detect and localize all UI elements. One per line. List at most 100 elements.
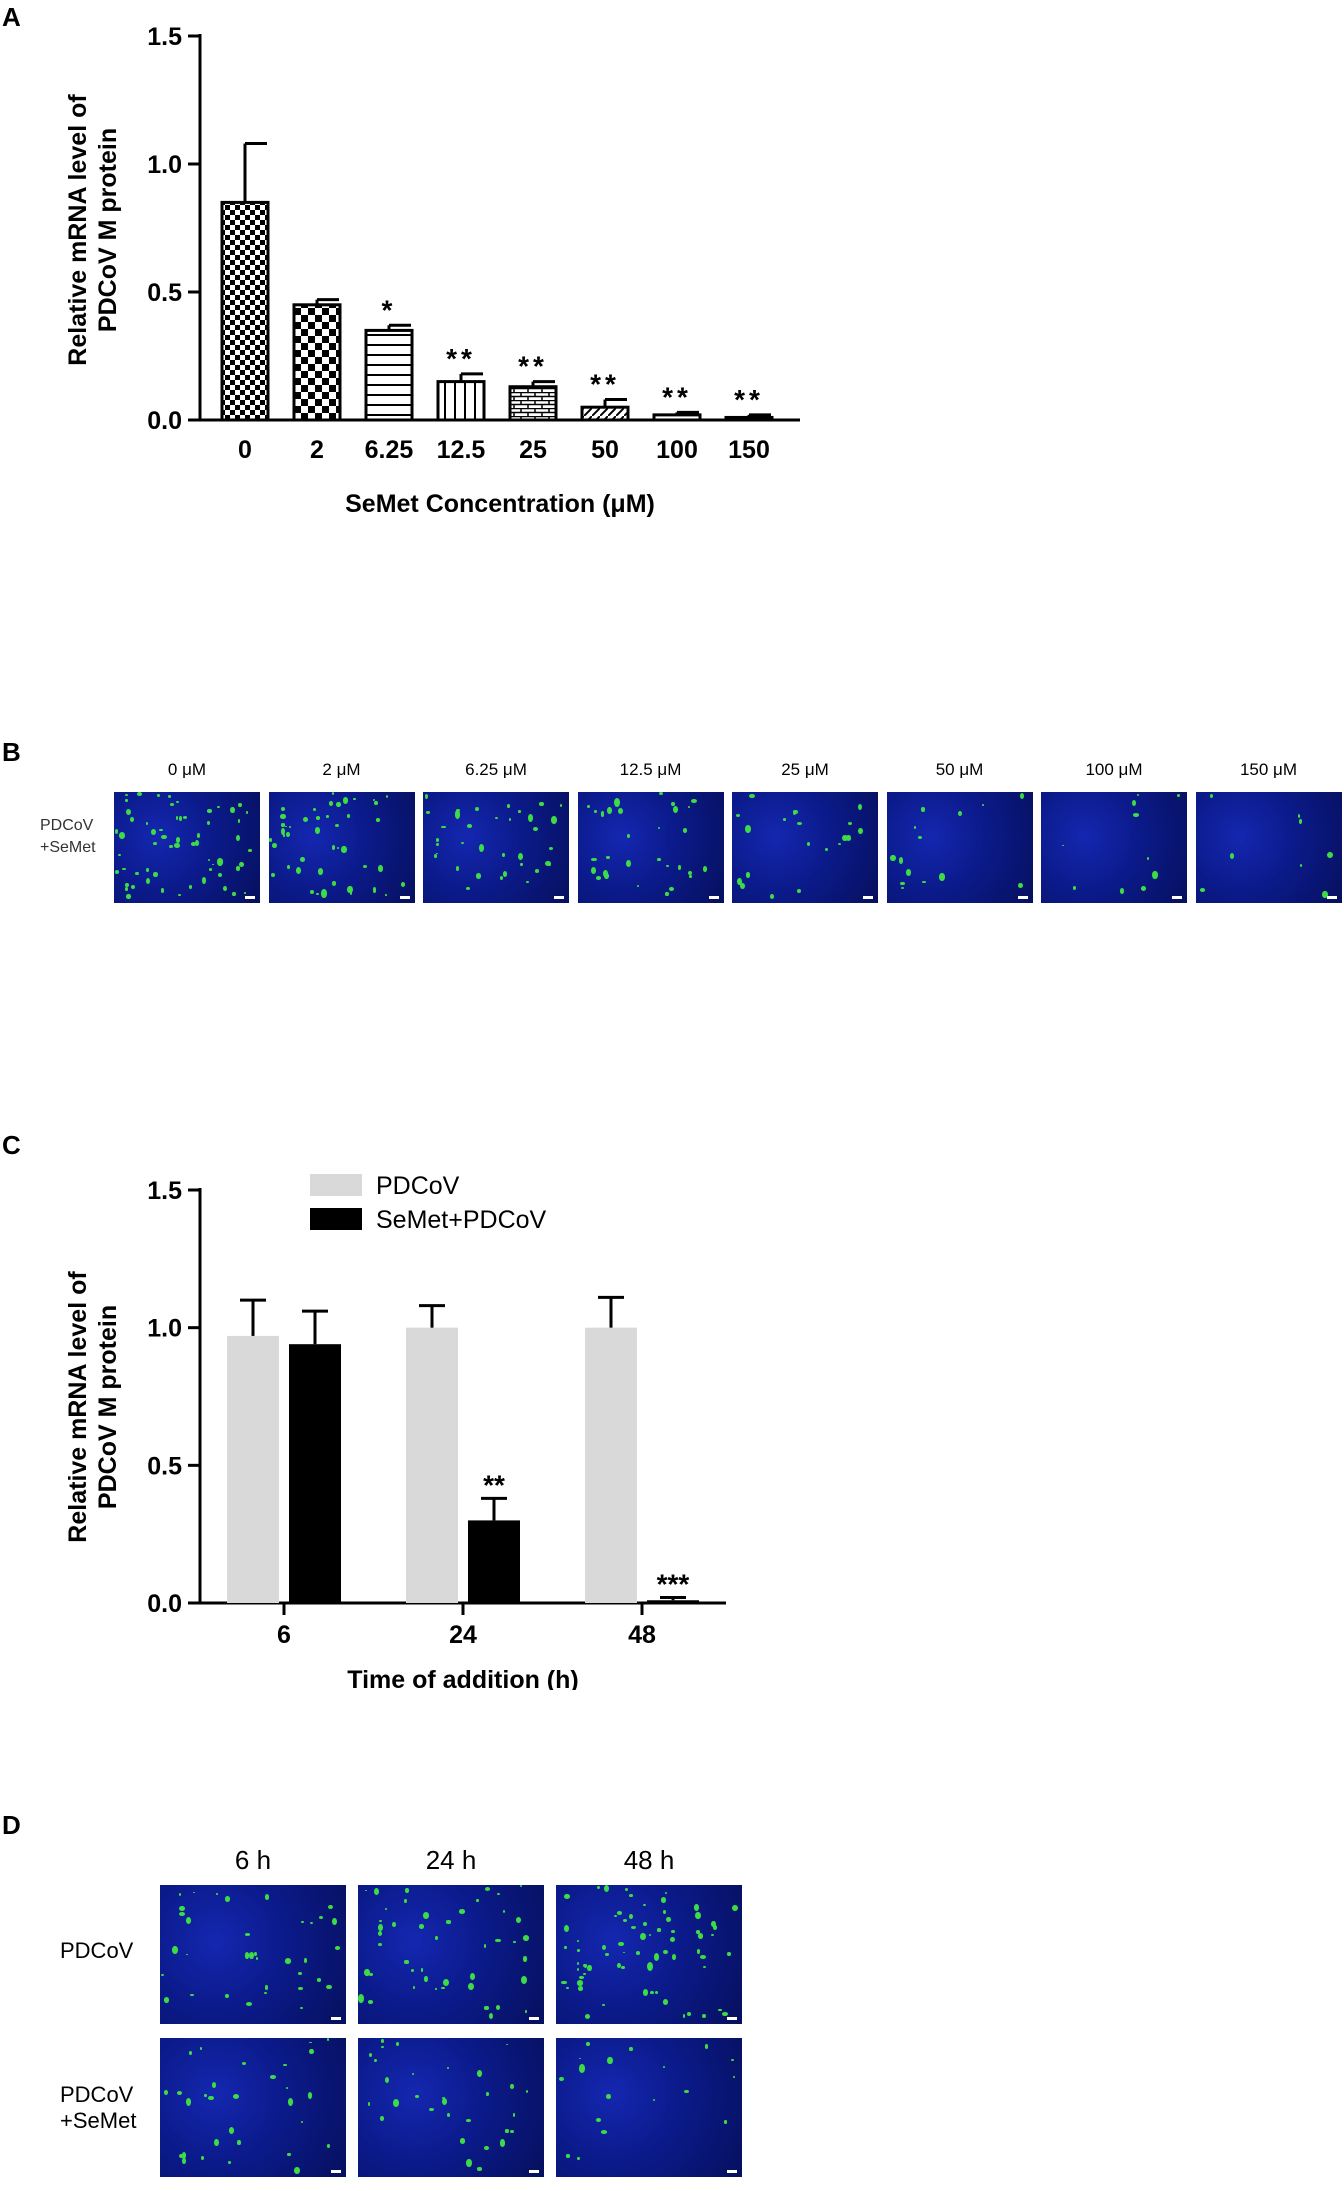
fluorescent-spot (697, 1932, 704, 1939)
x-axis-title: Time of addition (h) (347, 1666, 578, 1690)
fluorescent-spot (677, 864, 682, 870)
fluorescent-spot (343, 797, 349, 804)
fluorescent-spot (379, 1920, 382, 1923)
bar-semet-pdcov (468, 1520, 520, 1603)
fluorescent-spot (700, 1955, 707, 1959)
fluorescent-spot (663, 1998, 668, 2005)
x-tick-label: 48 (628, 1621, 656, 1649)
fluorescent-spot (178, 1893, 182, 1897)
fluorescent-spot (666, 864, 669, 868)
y-tick-label: 1.5 (147, 1177, 182, 1205)
fluorescent-spot (614, 797, 620, 808)
fluorescent-spot (653, 1952, 660, 1962)
fluorescent-spot (695, 1930, 701, 1935)
x-tick-label: 24 (449, 1621, 477, 1649)
fluorescent-spot (146, 868, 149, 872)
fluorescent-spot (670, 1929, 675, 1933)
fluorescent-spot (682, 828, 688, 833)
fluorescent-spot (566, 1986, 570, 1989)
chart-c: 0.0 0.5 1.0 1.5 6 ** 24 ***48 PDCoV SeMet+PDCoV Ti… (64, 1172, 726, 1690)
fluorescent-spot (583, 1972, 586, 1975)
fluorescent-spot (358, 1994, 365, 2003)
fluorescent-spot (629, 2046, 633, 2051)
fluorescent-spot (847, 822, 853, 826)
fluorescent-spot (294, 2167, 300, 2175)
panel-b-column-label: 12.5 μM (619, 760, 682, 779)
panel-b-letter: B (2, 737, 21, 767)
y-tick-label: 0.5 (147, 279, 182, 307)
fluorescent-spot (217, 857, 223, 867)
fluorescent-spot (475, 873, 482, 879)
fluorescent-spot (745, 872, 751, 878)
fluorescent-spot (380, 2045, 384, 2049)
fluorescent-spot (317, 868, 324, 876)
fluorescent-spot (157, 794, 161, 798)
fluorescent-spot (579, 2064, 586, 2073)
x-tick-label: 6 (277, 1621, 291, 1649)
panel-c-letter: C (2, 1130, 21, 1160)
micrograph-image (358, 2038, 544, 2177)
fluorescent-spot (614, 1914, 617, 1917)
fluorescent-spot (579, 1975, 584, 1979)
fluorescent-spot (605, 2094, 612, 2100)
fluorescent-spot (163, 2089, 168, 2095)
y-axis-title: Relative mRNA level of PDCoV M protein (64, 1271, 122, 1543)
fluorescent-spot (145, 822, 149, 825)
scale-bar (727, 2017, 737, 2020)
fluorescent-spot (602, 869, 608, 877)
scale-bar (331, 2017, 341, 2020)
fluorescent-spot (280, 813, 286, 819)
fluorescent-spot (126, 894, 131, 899)
fluorescent-spot (215, 1892, 219, 1895)
fluorescent-spot (508, 817, 511, 821)
fluorescent-spot (236, 834, 241, 841)
bar-pdcov (227, 1335, 279, 1603)
fluorescent-spot (724, 2120, 728, 2124)
bar (652, 413, 702, 422)
fluorescent-spot (796, 889, 801, 894)
fluorescent-spot (513, 1940, 516, 1944)
fluorescent-spot (336, 801, 341, 808)
legend-swatch (310, 1174, 362, 1196)
fluorescent-spot (243, 891, 247, 894)
panel-b-column-label: 50 μM (935, 760, 984, 779)
fluorescent-spot (1322, 890, 1328, 898)
fluorescent-spot (577, 1967, 580, 1971)
fluorescent-spot (517, 853, 524, 861)
fluorescent-spot (523, 1935, 530, 1941)
fluorescent-spot (217, 872, 223, 878)
fluorescent-spot (239, 861, 244, 867)
fluorescent-spot (489, 2012, 494, 2020)
fluorescent-spot (559, 2076, 565, 2082)
fluorescent-spot (629, 1914, 633, 1920)
fluorescent-spot (203, 2093, 207, 2098)
x-tick-label: 50 (591, 436, 619, 464)
fluorescent-spot (377, 1924, 383, 1932)
fluorescent-spot (669, 886, 675, 892)
fluorescent-spot (411, 2073, 414, 2076)
fluorescent-spot (425, 810, 431, 814)
fluorescent-spot (512, 2112, 516, 2117)
fluorescent-spot (1230, 853, 1235, 860)
fluorescent-spot (701, 2014, 706, 2019)
fluorescent-spot (586, 804, 590, 809)
fluorescent-spot (435, 838, 439, 843)
fluorescent-spot (1299, 863, 1303, 868)
fluorescent-spot (1062, 844, 1065, 847)
fluorescent-spot (191, 842, 197, 846)
fluorescent-spot (466, 2119, 471, 2123)
fluorescent-spot (232, 2094, 239, 2099)
significance-label: ** (734, 384, 764, 415)
fluorescent-spot (158, 828, 163, 832)
fluorescent-spot (494, 816, 499, 819)
fluorescent-spot (368, 2000, 374, 2004)
scale-bar (1017, 896, 1028, 899)
fluorescent-spot (255, 1956, 259, 1960)
fluorescent-spot (190, 1993, 194, 1996)
fluorescent-spot (316, 815, 321, 820)
fluorescent-spot (465, 887, 470, 891)
fluorescent-spot (981, 803, 985, 807)
fluorescent-spot (1199, 888, 1206, 892)
fluorescent-spot (1119, 888, 1124, 894)
fluorescent-spot (769, 893, 774, 899)
